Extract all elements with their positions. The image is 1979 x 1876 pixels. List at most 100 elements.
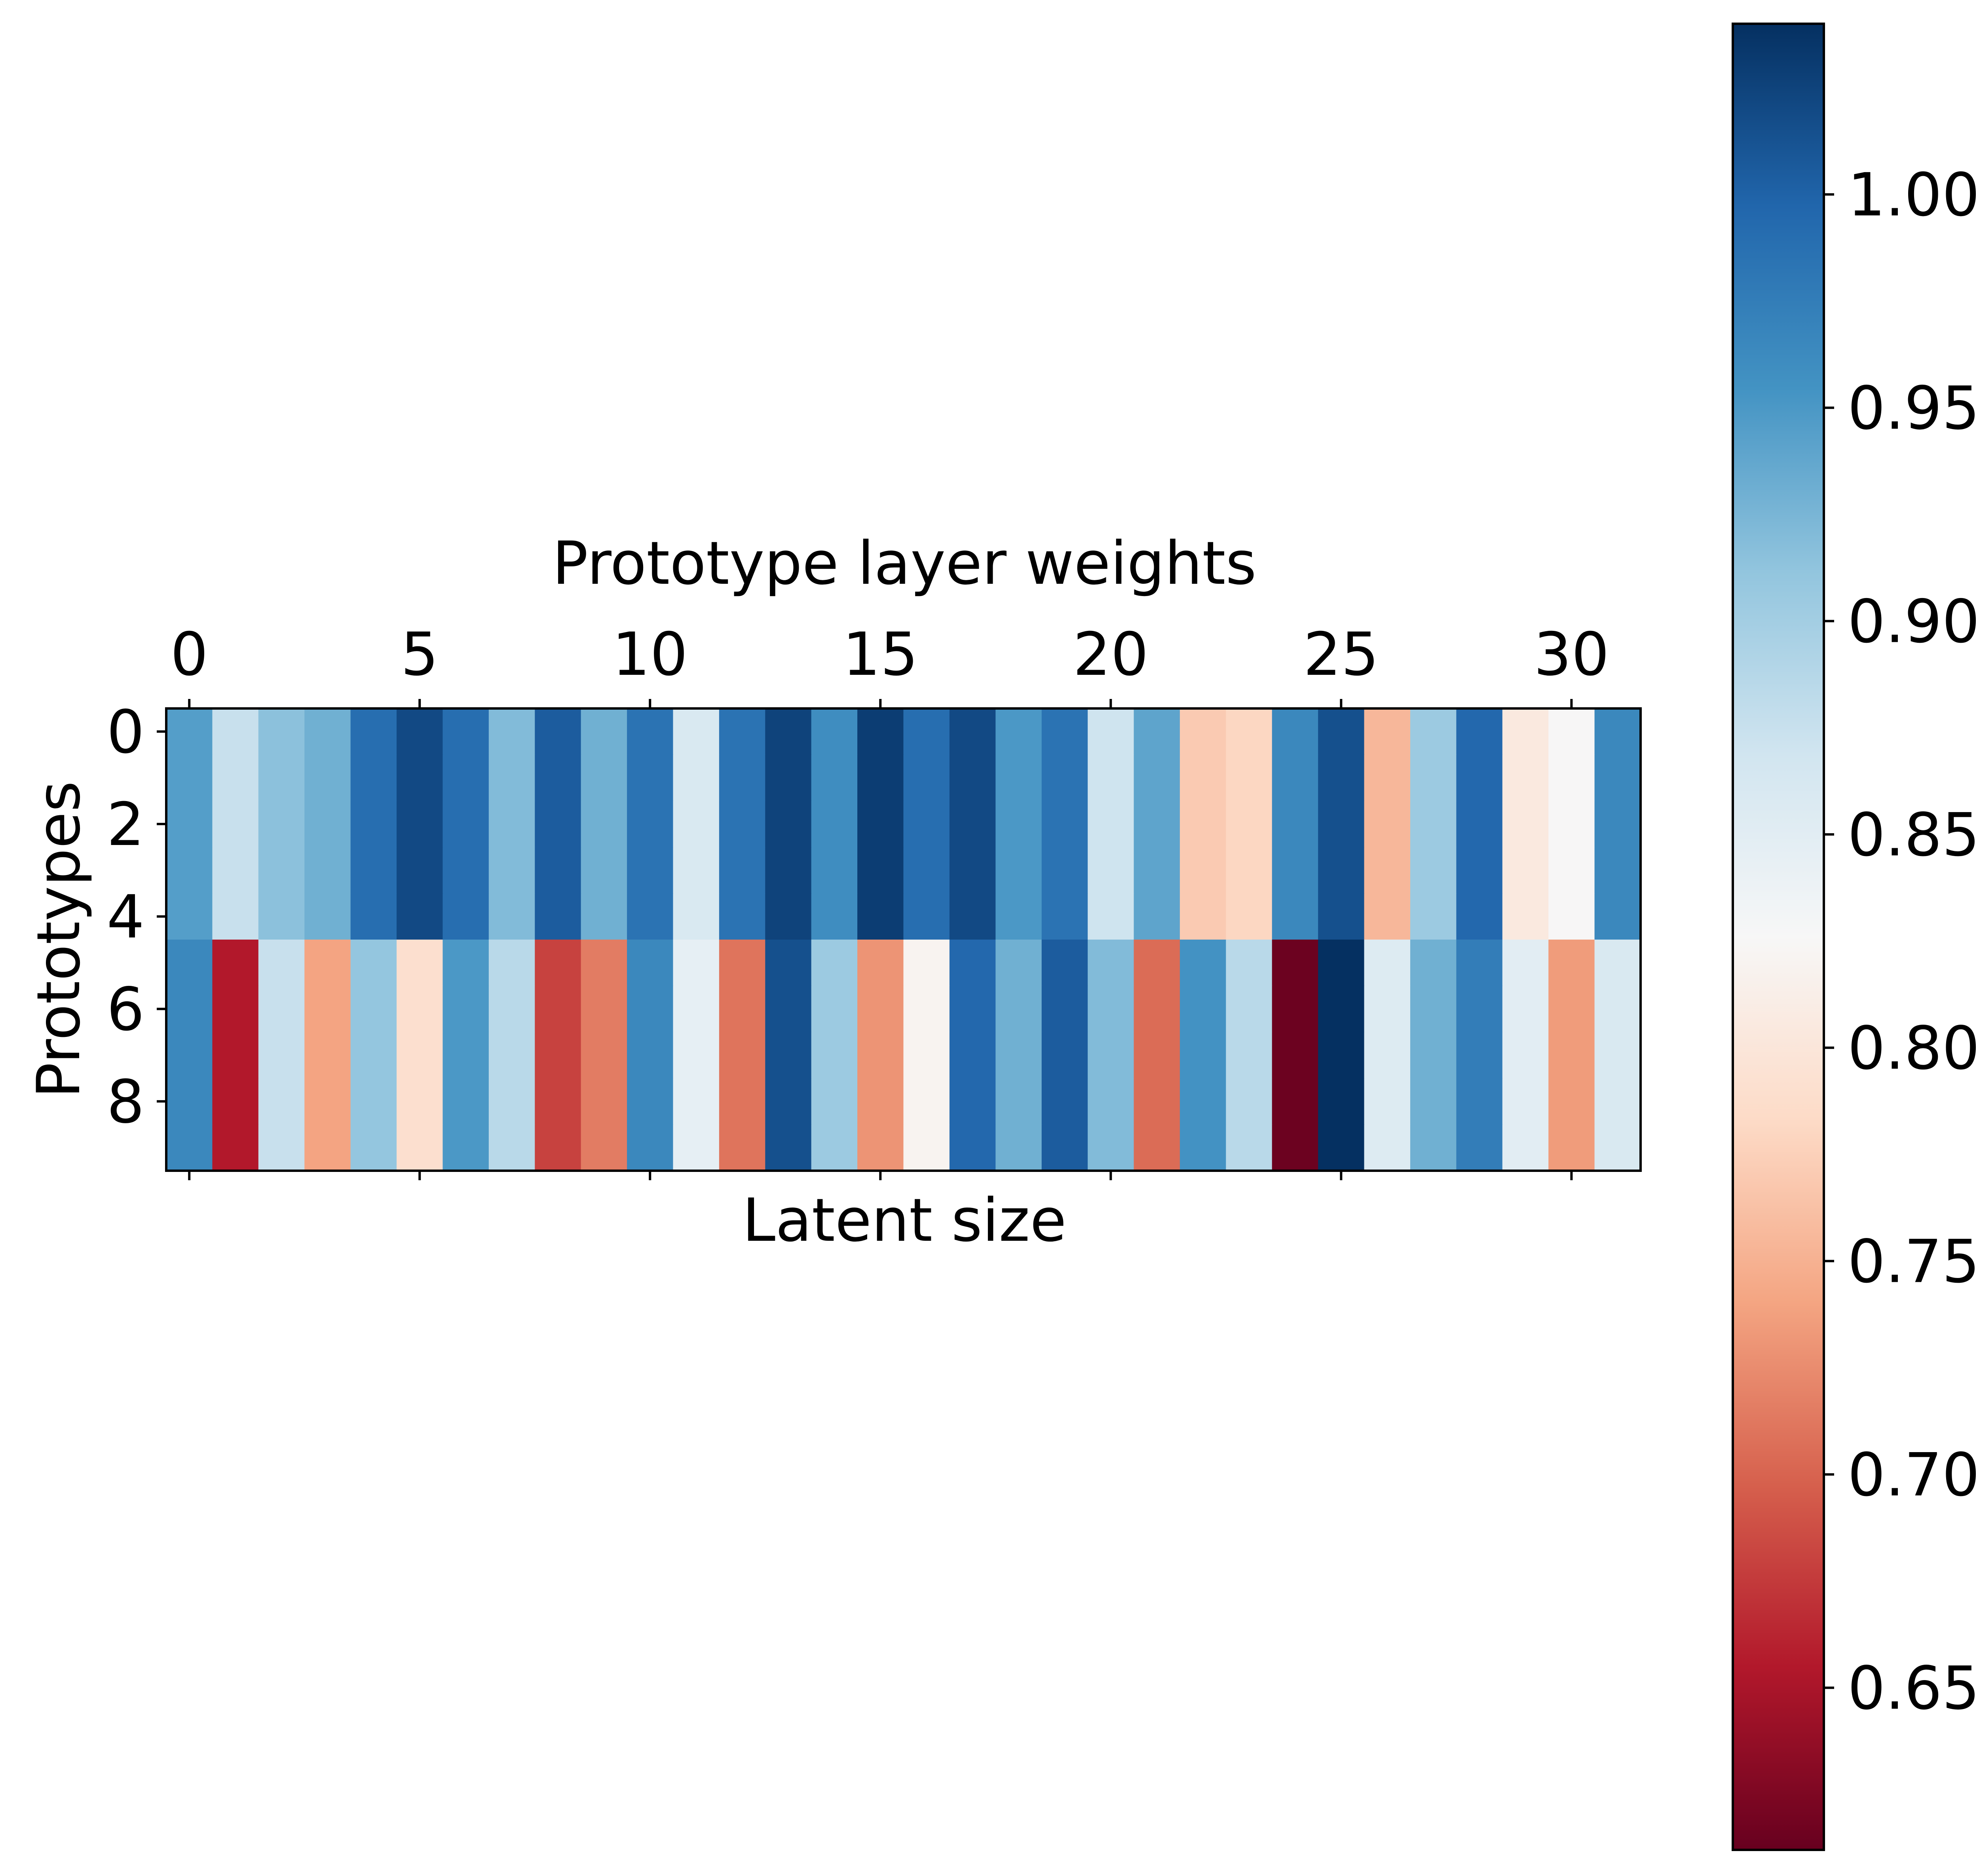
heatmap-cell [258,1124,305,1171]
heatmap-cell [1410,708,1457,755]
heatmap-cell [811,1032,858,1079]
heatmap-cell [949,1032,996,1079]
colorbar-tick-label: 0.85 [1848,801,1979,870]
heatmap-cell [949,754,996,801]
heatmap-cell [1226,801,1272,848]
heatmap-cell [1502,940,1549,986]
heatmap-cell [535,1032,581,1079]
heatmap-cell [1134,1032,1180,1079]
heatmap-cell [1179,985,1227,1033]
heatmap-cell [1041,1078,1088,1125]
heatmap-cell [258,1078,305,1125]
heatmap-cell [1088,985,1134,1033]
heatmap-cell [995,1124,1042,1171]
heatmap-cell [212,1032,259,1079]
heatmap-cell [1041,801,1088,848]
heatmap-cell [1134,985,1180,1033]
heatmap-cell [1456,985,1503,1033]
heatmap-cell [535,754,581,801]
heatmap-cell [212,754,259,801]
heatmap-cell [765,1032,812,1079]
heatmap-cell [1364,1078,1411,1125]
heatmap-cell [719,1032,766,1079]
heatmap-cell [1502,847,1549,894]
heatmap-cell [350,708,397,755]
heatmap-cell [581,801,627,848]
heatmap-cell [1179,940,1227,986]
heatmap-cell [1594,1032,1641,1079]
heatmap-cell [304,1078,351,1125]
heatmap-cell [258,847,305,894]
heatmap-cell [443,847,489,894]
heatmap-cell [903,801,950,848]
heatmap-cell [811,940,858,986]
heatmap-cell [1456,1032,1503,1079]
heatmap-cell [949,893,996,940]
heatmap-cell [627,985,674,1033]
heatmap-cell [1134,708,1180,755]
heatmap-cell [1272,1078,1318,1125]
heatmap-cell [1410,754,1457,801]
heatmap-cell [1502,754,1549,801]
heatmap-cell [304,893,351,940]
heatmap-cell [535,940,581,986]
heatmap-cell [1410,1078,1457,1125]
heatmap-cell [304,754,351,801]
y-tick-label: 4 [107,883,144,952]
heatmap-cell [903,847,950,894]
heatmap-cell [673,893,720,940]
heatmap-cell [350,1032,397,1079]
heatmap-cell [166,1078,213,1125]
heatmap-cell [719,893,766,940]
heatmap-cell [212,708,259,755]
heatmap-cell [443,1078,489,1125]
heatmap-cell [488,1078,536,1125]
heatmap-cell [1179,1078,1227,1125]
heatmap-cell [765,1078,812,1125]
heatmap-cell [1179,1124,1227,1171]
heatmap-cell [1594,847,1641,894]
heatmap-cells [166,708,1641,1171]
heatmap-cell [1318,1032,1365,1079]
heatmap-cell [166,940,213,986]
heatmap-cell [1088,893,1134,940]
heatmap-cell [1548,893,1595,940]
heatmap-cell [350,940,397,986]
heatmap-cell [1410,847,1457,894]
heatmap-cell [535,708,581,755]
heatmap-cell [1041,940,1088,986]
heatmap-cell [1456,1124,1503,1171]
heatmap-cell [1456,940,1503,986]
heatmap-cell [1456,847,1503,894]
heatmap-cell [627,754,674,801]
y-tick-label: 2 [107,790,144,859]
heatmap-cell [535,1124,581,1171]
heatmap-cell [627,801,674,848]
heatmap-cell [258,1032,305,1079]
heatmap-cell [488,893,536,940]
heatmap-cell [397,985,443,1033]
heatmap-cell [949,847,996,894]
heatmap-cell [258,940,305,986]
heatmap-cell [397,1078,443,1125]
heatmap-cell [1272,754,1318,801]
heatmap-cell [903,893,950,940]
heatmap-cell [1318,893,1365,940]
y-axis-label: Prototypes [25,781,93,1098]
heatmap-cell [166,708,213,755]
heatmap-cell [304,801,351,848]
heatmap-cell [1364,985,1411,1033]
heatmap-cell [1179,754,1227,801]
heatmap-cell [1088,801,1134,848]
heatmap-cell [627,847,674,894]
heatmap-cell [857,893,904,940]
heatmap-cell [1272,1032,1318,1079]
colorbar-tick-label: 0.65 [1848,1654,1979,1723]
heatmap-cell [673,1124,720,1171]
heatmap-cell [1272,801,1318,848]
heatmap-cell [212,893,259,940]
heatmap-cell [1502,1124,1549,1171]
heatmap-cell [995,847,1042,894]
heatmap-cell [1318,708,1365,755]
